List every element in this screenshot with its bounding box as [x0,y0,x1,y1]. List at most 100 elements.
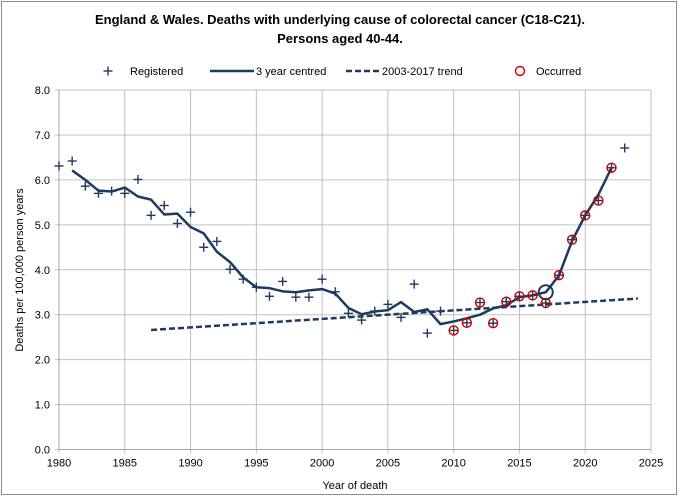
legend-item-3-year-centred: 3 year centred [210,66,326,78]
registered-point [580,210,590,220]
registered-point [528,290,538,300]
3-year-centred-line [71,167,613,326]
registered-point [186,207,196,217]
occurred-point [580,210,591,221]
y-tick-label: 8.0 [35,85,50,97]
registered-point [146,210,156,220]
registered-point [501,297,511,307]
tick-labels: 0.0 1.0 2.0 3.0 4.0 5.0 6.0 7.0 8.0 1980 1985 1990 1… [35,85,664,470]
registered-point [370,306,380,316]
x-tick-label: 2020 [573,458,597,470]
occurred-point [553,269,565,281]
occurred-point [540,297,551,309]
legend-plus-glyph [103,66,113,76]
registered-point [409,279,419,289]
registered-point [567,235,577,245]
registered-point [449,325,459,335]
registered-point [488,318,498,328]
registered-point [357,315,367,325]
occurred-point [461,317,473,328]
y-tick-label: 1.0 [35,400,50,412]
registered-point [383,299,393,309]
y-tick-label: 4.0 [35,265,50,277]
axes [58,89,652,450]
registered-point [620,143,630,153]
registered-point [593,196,603,206]
registered-point [264,291,274,301]
y-tick-label: 7.0 [35,130,50,142]
legend-label-occurred: Occurred [536,66,581,78]
registered-point [462,318,472,328]
registered-point [54,161,64,171]
chart-title-line-2: Persons aged 40-44. [277,31,403,46]
legend-label-3-year-centred: 3 year centred [256,66,326,78]
legend-circle-marker [514,65,526,77]
registered-point [554,270,564,280]
plot-area [54,143,638,338]
registered-point [278,276,288,286]
occurred-point [487,318,499,329]
registered-point [475,298,485,308]
legend: Registered 3 year centred 2003-2017 tren… [103,65,581,78]
x-tick-label: 1980 [47,458,71,470]
occurred-point [501,296,512,307]
registered-point [343,308,353,318]
x-tick-label: 2010 [441,458,465,470]
chart-title: England & Wales. Deaths with underlying … [0,10,680,48]
x-tick-label: 2015 [507,458,531,470]
registered-point [225,264,235,274]
registered-point [80,181,90,191]
occurred-point [566,234,578,245]
registered-point [607,163,617,173]
registered-point [304,292,314,302]
legend-item-occurred: Occurred [514,65,581,78]
registered-point [238,274,248,284]
legend-plus-marker [103,66,113,76]
y-tick-label: 3.0 [35,310,50,322]
chart-title-line-1: England & Wales. Deaths with underlying … [94,12,586,27]
registered-point [291,292,301,302]
x-tick-label: 2025 [639,458,663,470]
registered-point [436,306,446,316]
registered-point [107,186,117,196]
occurred-point [527,290,538,301]
x-tick-label: 1985 [113,458,137,470]
registered-point [93,188,103,198]
legend-label-trend: 2003-2017 trend [382,66,463,78]
x-tick-label: 1990 [178,458,202,470]
registered-point [317,274,327,284]
registered-point [67,156,77,166]
legend-label-registered: Registered [130,66,183,78]
registered-point [120,188,130,198]
registered-point [199,242,209,252]
trend-line [151,297,638,332]
y-tick-label: 2.0 [35,355,50,367]
registered-point [251,282,261,292]
y-tick-label: 0.0 [35,445,50,457]
y-axis-title: Deaths per 100,000 person years [14,188,26,352]
occurred-point [448,325,459,336]
occurred-point [593,195,604,206]
registered-point [541,298,551,308]
x-tick-label: 1995 [244,458,268,470]
x-axis-title: Year of death [322,480,387,492]
registered-point [133,174,143,184]
legend-item-registered: Registered [103,66,183,78]
occurred-point [474,297,486,308]
registered-point [212,236,222,246]
occurred-point [606,162,617,173]
x-tick-label: 2005 [376,458,400,470]
legend-item-trend: 2003-2017 trend [346,66,463,78]
registered-point [422,328,432,338]
registered-point [330,287,340,297]
y-tick-label: 6.0 [35,175,50,187]
registered-point [396,312,406,322]
y-tick-label: 5.0 [35,220,50,232]
registered-point [172,218,182,228]
x-tick-label: 2000 [310,458,334,470]
registered-point [514,291,524,301]
registered-point [159,200,169,210]
occurred-point [514,291,525,302]
